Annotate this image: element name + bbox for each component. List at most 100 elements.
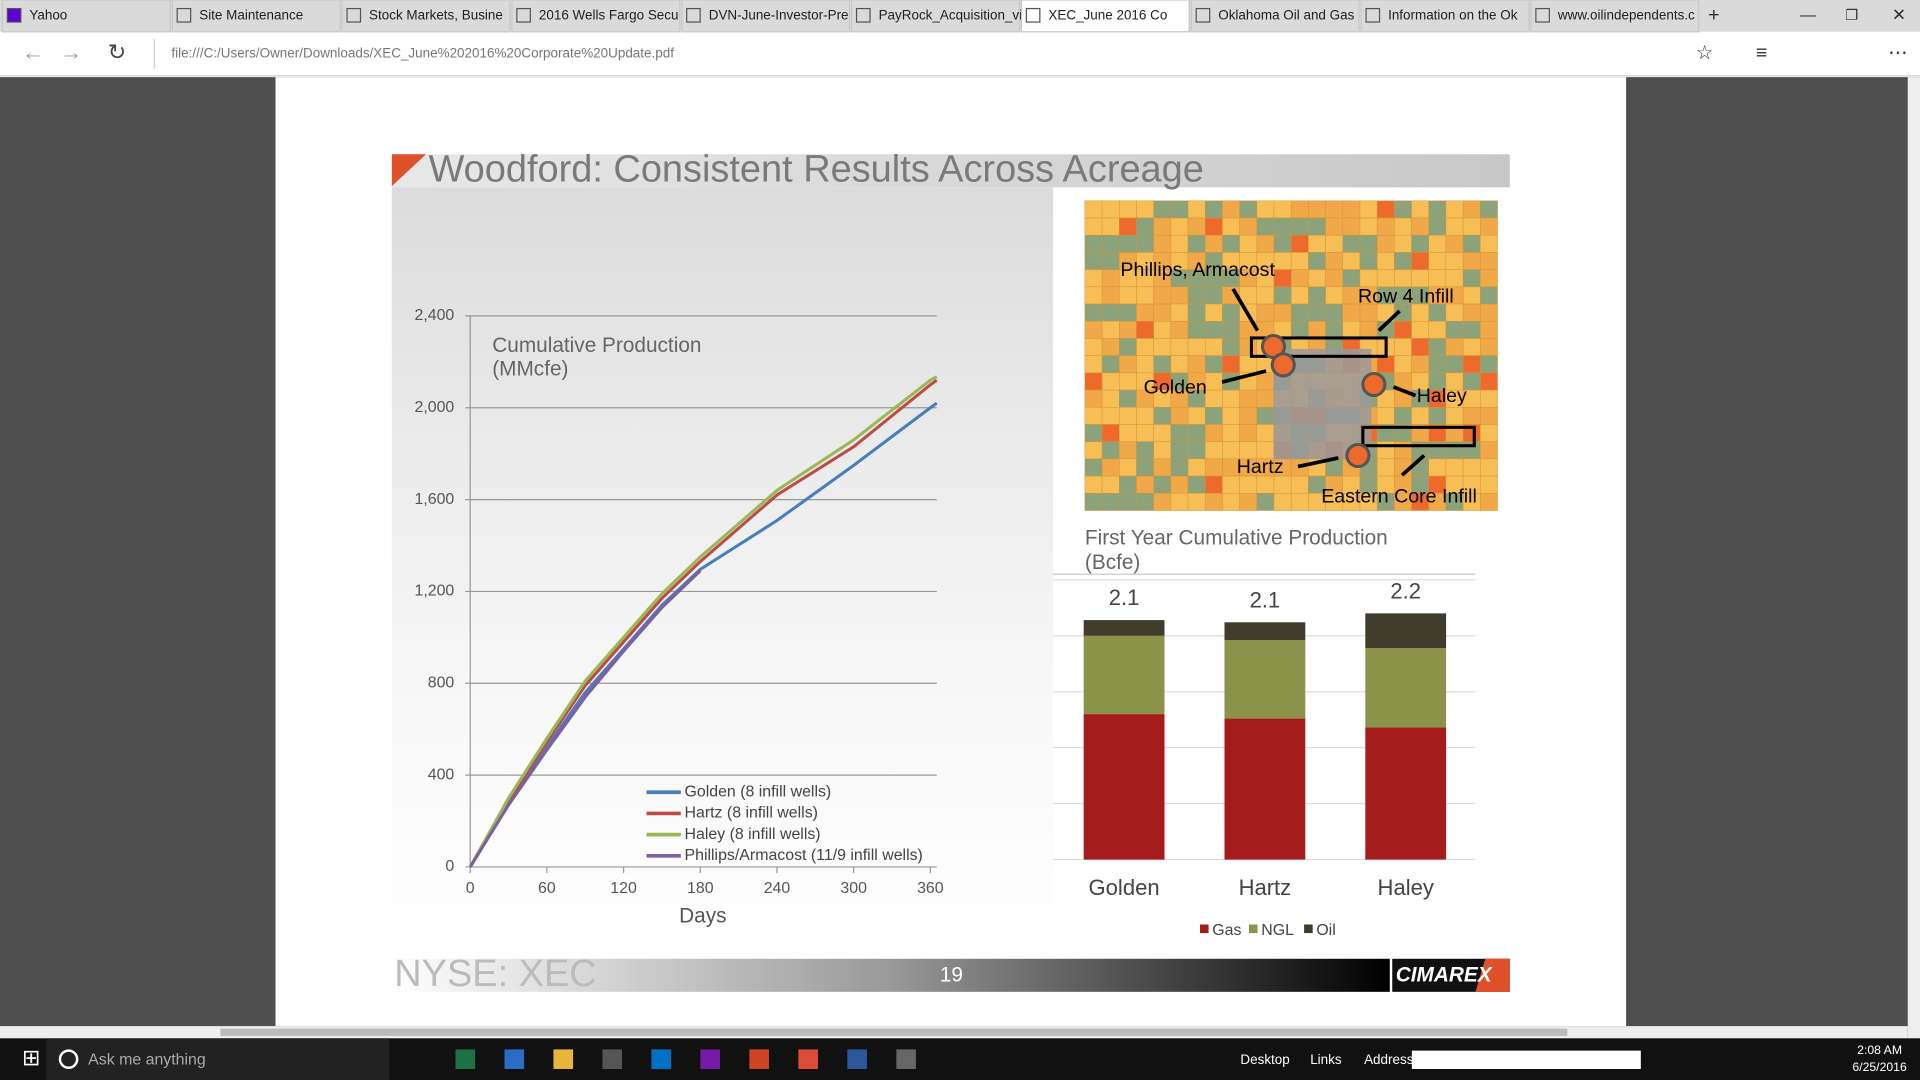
taskbar-app[interactable] [798, 1049, 818, 1069]
arrow [1377, 309, 1401, 332]
address-input[interactable] [1411, 1050, 1641, 1069]
new-tab[interactable]: + [1708, 4, 1719, 26]
map-cell [1480, 286, 1498, 305]
map-cell [1204, 441, 1223, 460]
title-bar [391, 154, 1510, 188]
more[interactable]: ⋯ [1888, 42, 1908, 64]
map-cell [1101, 269, 1120, 288]
map-cell [1187, 303, 1206, 322]
taskbar-app[interactable] [504, 1049, 525, 1069]
map-cell [1325, 286, 1344, 305]
map-cell [1136, 200, 1154, 219]
bar-title: First Year Cumulative Production [1085, 526, 1388, 549]
map-cell [1308, 269, 1326, 288]
tab[interactable] [1020, 0, 1190, 33]
tab[interactable] [171, 0, 341, 33]
taskbar-app[interactable] [602, 1049, 623, 1069]
taskbar-app[interactable] [847, 1049, 867, 1069]
map-cell [1084, 217, 1103, 236]
favorite[interactable]: ☆ [1696, 42, 1714, 64]
map-cell [1359, 234, 1378, 253]
y-tick-label: 1,200 [414, 583, 454, 600]
refresh[interactable]: ↻ [108, 40, 126, 65]
map-cell [1119, 286, 1137, 305]
map-cell [1153, 200, 1172, 219]
tab[interactable] [1530, 0, 1700, 33]
minimize[interactable]: — [1800, 7, 1816, 24]
map-cell [1256, 372, 1275, 391]
taskbar-app[interactable] [700, 1049, 720, 1069]
forward[interactable]: → [60, 40, 82, 65]
map-cell [1170, 217, 1189, 236]
tab-title[interactable]: Information on the Ok [1388, 7, 1518, 22]
map-cell [1239, 200, 1258, 219]
taskbar-app[interactable] [749, 1049, 769, 1069]
tab-icon [176, 7, 192, 23]
tab-title[interactable]: PayRock_Acquisition_vi [879, 7, 1023, 22]
map-cell [1462, 200, 1481, 219]
tab-title[interactable]: DVN-June-Investor-Pre [709, 7, 849, 22]
map-cell [1187, 286, 1206, 305]
taskbar-app[interactable] [553, 1049, 574, 1069]
taskbar-app[interactable] [651, 1049, 672, 1069]
map-label: Golden [1144, 376, 1207, 398]
back[interactable]: ← [22, 40, 44, 65]
map-cell [1256, 493, 1275, 511]
map-cell [1342, 234, 1361, 253]
taskbar-app[interactable] [455, 1049, 476, 1069]
map-cell [1308, 234, 1326, 253]
tab[interactable] [1190, 0, 1360, 33]
map-cell [1256, 424, 1275, 442]
tab[interactable] [511, 0, 681, 33]
map-cell [1170, 475, 1189, 494]
close[interactable]: ✕ [1892, 4, 1906, 24]
x-tick-label: 300 [840, 880, 867, 897]
map-cell [1204, 493, 1223, 511]
map-cell [1222, 234, 1240, 253]
map-cell [1204, 234, 1223, 253]
map-cell [1101, 458, 1120, 477]
map-cell [1239, 389, 1258, 408]
start[interactable]: ⊞ [22, 1045, 40, 1070]
tab-title[interactable]: www.oilindependents.c [1557, 7, 1695, 22]
map-cell [1084, 303, 1103, 322]
search[interactable]: Ask me anything [88, 1052, 206, 1069]
hub[interactable]: ≡ [1756, 42, 1767, 64]
map-cell [1153, 355, 1172, 374]
taskbar-app[interactable] [896, 1049, 916, 1069]
tab-title[interactable]: Site Maintenance [199, 7, 303, 22]
tab[interactable] [341, 0, 511, 33]
map-cell [1204, 389, 1223, 408]
map-cell [1204, 303, 1223, 322]
tab-icon [686, 7, 701, 23]
toolbar-label[interactable]: Address [1364, 1052, 1414, 1067]
map-cell [1170, 407, 1189, 425]
tab[interactable] [681, 0, 851, 33]
tab[interactable] [1, 0, 171, 33]
toolbar-label[interactable]: Links [1310, 1052, 1342, 1067]
map-cell [1376, 252, 1395, 270]
restore[interactable]: ❐ [1845, 8, 1858, 24]
map-cell [1445, 234, 1464, 253]
map-cell [1084, 493, 1103, 511]
map-cell [1359, 217, 1378, 236]
map-cell [1428, 269, 1447, 288]
search-box[interactable] [46, 1038, 390, 1080]
map-cell [1084, 458, 1103, 477]
tab-title[interactable]: Oklahoma Oil and Gas [1218, 7, 1354, 22]
tab[interactable] [1360, 0, 1530, 33]
tab-title[interactable]: XEC_June 2016 Co [1048, 7, 1167, 22]
map-cell [1290, 269, 1309, 288]
y-tick-label: 1,600 [414, 491, 454, 508]
map-cell [1101, 493, 1120, 511]
tab-icon [516, 7, 531, 23]
map-cell [1170, 200, 1189, 219]
tab-title[interactable]: 2016 Wells Fargo Secu [539, 7, 679, 22]
map-cell [1308, 252, 1326, 270]
toolbar-label[interactable]: Desktop [1240, 1052, 1289, 1067]
url[interactable]: file:///C:/Users/Owner/Downloads/XEC_Jun… [171, 45, 674, 60]
tab[interactable] [851, 0, 1020, 33]
tab-title[interactable]: Yahoo [29, 7, 67, 22]
tab-title[interactable]: Stock Markets, Busine [369, 7, 503, 22]
